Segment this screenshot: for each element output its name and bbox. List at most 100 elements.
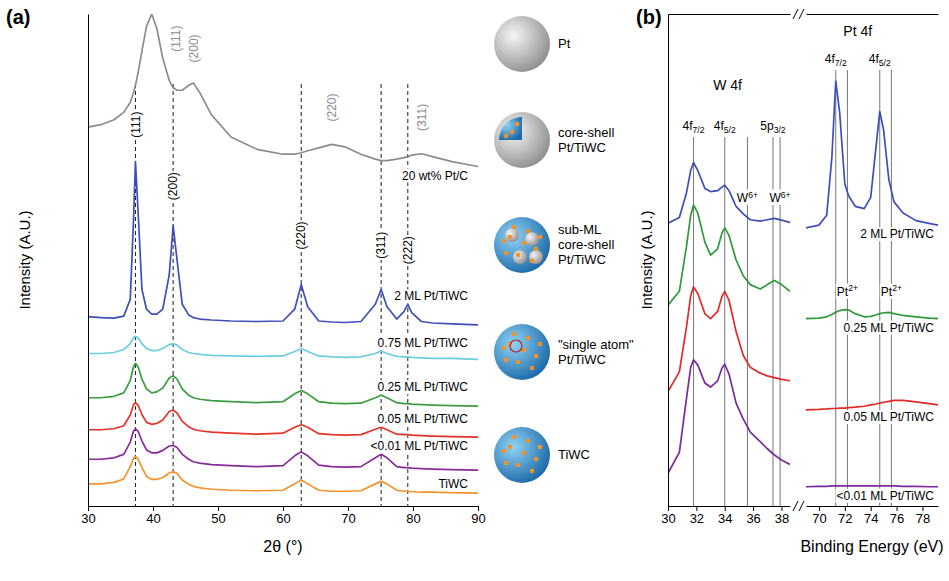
annotation: 4f5/2	[714, 119, 736, 135]
reference-line	[724, 137, 725, 506]
dopant	[526, 336, 531, 341]
label-background	[187, 33, 201, 63]
y-axis	[668, 15, 669, 507]
dopant	[534, 354, 539, 359]
tick-label: 40	[146, 511, 160, 526]
x-tick: 36	[746, 506, 760, 526]
label-background	[843, 321, 936, 335]
x-tick: 70	[812, 506, 826, 526]
superscript: 6+	[781, 190, 791, 200]
label-line: core-shell	[558, 237, 614, 252]
dopant	[530, 259, 535, 264]
dopant	[508, 445, 513, 450]
label-background	[415, 103, 429, 132]
dopant	[504, 461, 509, 466]
x-tick: 38	[775, 506, 789, 526]
x-tick: 72	[838, 506, 852, 526]
label-line: "single atom"	[558, 337, 634, 352]
annotation-group: (111)	[129, 111, 143, 139]
superscript: 2+	[892, 283, 902, 293]
sphere	[494, 427, 550, 483]
x-axis-line	[807, 506, 939, 507]
label-background	[437, 477, 469, 491]
label-background	[713, 119, 737, 135]
x-axis: 70 72 74 76 78	[807, 506, 939, 526]
x-tick: 90	[471, 506, 485, 526]
schematic: Ptcore-shellPt/TiWCsub-MLcore-shellPt/Ti…	[494, 16, 634, 483]
superscript: 2+	[848, 283, 858, 293]
annotation: W6+	[737, 190, 758, 205]
annotation: 5p3/2	[760, 119, 786, 135]
tick-label: 78	[916, 511, 930, 526]
sphere	[494, 112, 550, 168]
label-background	[401, 235, 415, 265]
dopant	[538, 235, 543, 240]
dopant	[502, 346, 507, 351]
annotation: W 4f	[713, 77, 742, 93]
annotation: (311)	[415, 104, 429, 131]
label-background	[843, 410, 936, 424]
sphere	[494, 217, 550, 273]
x-axis-title: Binding Energy (eV)	[800, 538, 943, 555]
tick-label: 50	[211, 511, 225, 526]
label-background	[325, 92, 339, 122]
text-layer: Pt 4f4f7/24f5/2Pt2+Pt2+2 ML Pt/TiWC0.25 …	[800, 23, 943, 555]
annotation-group: (311)	[415, 103, 429, 132]
dopant	[530, 366, 535, 371]
series-label: <0.01 ML Pt/TiWC	[837, 489, 935, 503]
annotation: W6+	[769, 190, 790, 205]
annotation: (222)	[401, 236, 415, 264]
annotation-group: (111)	[169, 24, 183, 52]
sphere-core	[499, 117, 522, 140]
dopant	[502, 239, 507, 244]
dopant	[526, 439, 531, 444]
pt-patch	[505, 228, 519, 242]
label-background	[682, 119, 706, 135]
label-background	[374, 231, 388, 260]
data-line	[668, 205, 790, 305]
data-line	[806, 81, 938, 228]
top-frame-line	[669, 14, 791, 15]
x-tick: 50	[211, 506, 225, 526]
label-background	[129, 111, 143, 139]
dopant	[530, 469, 535, 474]
annotation-group: (220)	[294, 220, 308, 250]
sphere	[494, 16, 550, 72]
tick-label: 90	[471, 511, 485, 526]
dopant	[512, 332, 517, 337]
label-background	[377, 336, 470, 350]
x-tick: 74	[864, 506, 878, 526]
tick-label: 76	[890, 511, 904, 526]
dopant	[508, 235, 513, 240]
annotation: (200)	[166, 172, 180, 200]
top-frame-line	[807, 14, 939, 15]
schematic-label: TiWC	[558, 447, 590, 462]
x-axis: 3032343638	[661, 506, 790, 526]
dopant	[534, 457, 539, 462]
text-part: Pt	[881, 285, 893, 299]
annotation: (200)	[187, 34, 201, 62]
annotation: (220)	[325, 93, 339, 121]
schematic-sphere	[494, 16, 550, 72]
label-line: Pt/TiWC	[558, 252, 606, 267]
x-tick: 60	[276, 506, 290, 526]
axis-break	[799, 501, 804, 511]
label-background	[294, 220, 308, 250]
superscript: 6+	[748, 190, 758, 200]
text-part: 5p	[760, 119, 774, 133]
x-axis-line	[669, 506, 791, 507]
label-line: core-shell	[558, 125, 614, 140]
annotation: (311)	[374, 232, 388, 259]
schematic-sphere	[494, 324, 550, 380]
label-line: Pt/TiWC	[558, 352, 606, 367]
subscript: 7/2	[835, 58, 847, 68]
tick-label: 70	[812, 511, 826, 526]
panel: 30405060708090(111)(200)(220)(311)(111)(…	[6, 6, 486, 555]
tick-label: 70	[341, 511, 355, 526]
plot-area	[806, 70, 938, 506]
text-part: W	[769, 191, 781, 205]
schematic-sphere	[494, 427, 550, 483]
dopant	[534, 247, 539, 252]
single-atom-marker	[510, 340, 522, 352]
dopant	[538, 342, 543, 347]
